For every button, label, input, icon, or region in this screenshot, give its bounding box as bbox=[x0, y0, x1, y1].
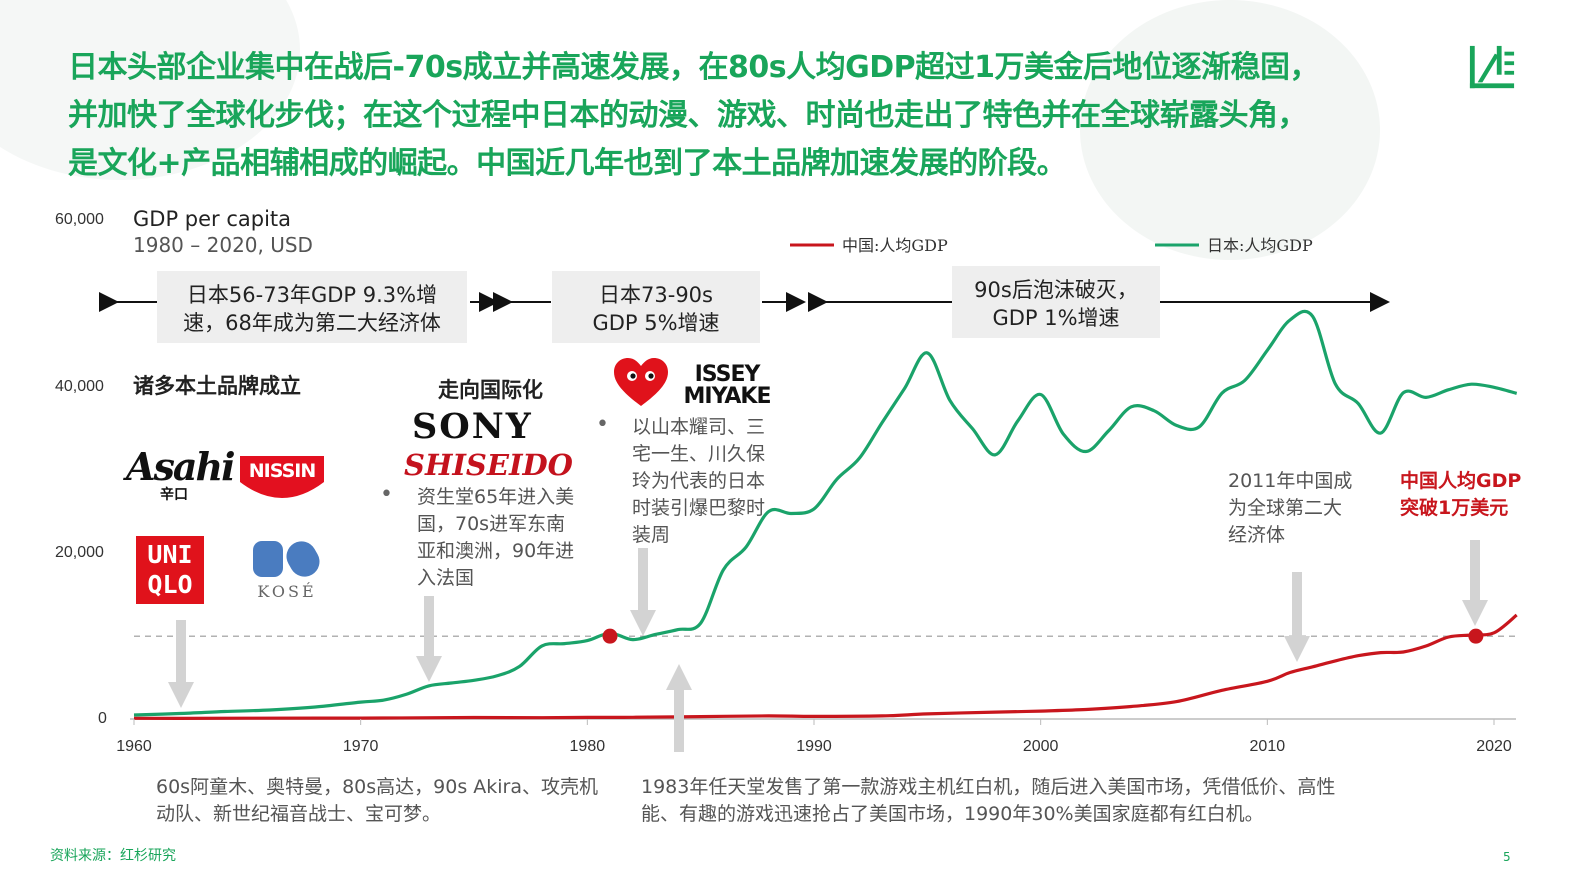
kose-wordmark: KOSÉ bbox=[257, 582, 317, 601]
y-tick-label: 20,000 bbox=[55, 544, 104, 561]
issey-wordmark-2: MIYAKE bbox=[683, 384, 771, 409]
callout-arrow-down bbox=[1462, 540, 1488, 626]
issey-wordmark-1: ISSEY bbox=[694, 362, 761, 387]
legend-label: 中国:人均GDP bbox=[842, 236, 948, 255]
heart-icon bbox=[614, 358, 668, 406]
anime-note: 60s阿童木、奥特曼，80s高达，90s Akira、攻壳机动队、新世纪福音战士… bbox=[156, 776, 599, 825]
chart-title: GDP per capita bbox=[133, 207, 292, 231]
issey-miyake-logo: ISSEY MIYAKE bbox=[682, 364, 772, 408]
source-note: 资料来源：红杉研究 bbox=[50, 848, 176, 864]
series-line-japan bbox=[133, 309, 1518, 717]
series-lines bbox=[133, 309, 1518, 720]
callout-arrow-up bbox=[666, 664, 692, 752]
china-10k-note: 中国人均GDP突破1万美元 bbox=[1400, 470, 1522, 519]
bullet: • bbox=[596, 412, 609, 437]
uniqlo-logo: UNI QLO bbox=[136, 536, 204, 604]
shiseido-logo: SHISEIDO bbox=[404, 448, 573, 482]
x-tick-label: 2020 bbox=[1476, 738, 1512, 755]
kose-mark-icon bbox=[253, 541, 320, 577]
headline-line-1: 日本头部企业集中在战后-70s成立并高速发展，在80s人均GDP超过1万美金后地… bbox=[68, 50, 1320, 85]
x-tick-label: 2000 bbox=[1023, 738, 1059, 755]
asahi-wordmark: Asahi bbox=[126, 444, 236, 489]
callout-arrows bbox=[168, 540, 1488, 752]
period-box-3: 90s后泡沫破灭，GDP 1%增速 bbox=[952, 266, 1160, 338]
headline: 日本头部企业集中在战后-70s成立并高速发展，在80s人均GDP超过1万美金后地… bbox=[68, 44, 1448, 188]
china-10k-dot bbox=[1468, 628, 1484, 644]
nissin-logo: NISSIN bbox=[238, 452, 326, 502]
bullet: • bbox=[380, 482, 393, 507]
callout-arrow-down bbox=[630, 548, 656, 636]
sequoia-logo-icon bbox=[1469, 45, 1515, 89]
x-tick-label: 1970 bbox=[343, 738, 379, 755]
callout-arrow-down bbox=[416, 596, 442, 682]
x-tick-labels: 1960 1970 1980 1990 2000 2010 2020 bbox=[116, 719, 1512, 755]
x-tick-label: 2010 bbox=[1250, 738, 1286, 755]
local-brands-label: 诸多本土品牌成立 bbox=[133, 374, 301, 398]
period-box-2: 日本73-90s GDP 5%增速 bbox=[552, 271, 760, 343]
x-tick-label: 1990 bbox=[796, 738, 832, 755]
uniqlo-bottom: QLO bbox=[147, 570, 193, 599]
internationalization-label: 走向国际化 bbox=[438, 378, 543, 402]
asahi-logo: Asahi 辛口 bbox=[126, 444, 236, 503]
nintendo-note: 1983年任天堂发售了第一款游戏主机红白机，随后进入美国市场，凭借低价、高性能、… bbox=[641, 776, 1336, 825]
page-number: 5 bbox=[1503, 850, 1511, 864]
milestone-dots bbox=[602, 628, 1484, 644]
callout-arrow-down bbox=[1284, 572, 1310, 662]
y-tick-label: 40,000 bbox=[55, 378, 104, 395]
y-tick-label: 60,000 bbox=[55, 211, 104, 228]
legend: 中国:人均GDP 日本:人均GDP bbox=[790, 236, 1313, 255]
sony-logo: SONY bbox=[412, 406, 533, 447]
x-tick-label: 1960 bbox=[116, 738, 152, 755]
japan-10k-dot bbox=[602, 628, 618, 644]
nissin-wordmark: NISSIN bbox=[248, 460, 316, 482]
legend-label: 日本:人均GDP bbox=[1207, 236, 1313, 255]
uniqlo-top: UNI bbox=[147, 540, 193, 569]
headline-line-2: 并加快了全球化步伐；在这个过程中日本的动漫、游戏、时尚也走出了特色并在全球崭露头… bbox=[68, 98, 1308, 133]
chart-subtitle: 1980 – 2020, USD bbox=[133, 233, 313, 257]
fashion-note: 以山本耀司、三宅一生、川久保玲为代表的日本时装引爆巴黎时装周 bbox=[632, 416, 766, 546]
china-2011-note: 2011年中国成为全球第二大经济体 bbox=[1228, 470, 1353, 546]
shiseido-note: 资生堂65年进入美国，70s进军东南亚和澳洲，90年进入法国 bbox=[417, 486, 575, 589]
asahi-sub: 辛口 bbox=[160, 487, 188, 503]
kose-logo: KOSÉ bbox=[250, 538, 328, 604]
nissin-badge-icon bbox=[240, 456, 324, 498]
period-box-1: 日本56-73年GDP 9.3%增速，68年成为第二大经济体 bbox=[157, 271, 467, 343]
cdg-heart-logo bbox=[612, 356, 670, 408]
headline-line-3: 是文化+产品相辅相成的崛起。中国近几年也到了本土品牌加速发展的阶段。 bbox=[68, 146, 1067, 181]
bg-circle bbox=[1080, 0, 1380, 260]
series-line-china bbox=[133, 613, 1518, 720]
x-tick-label: 1980 bbox=[570, 738, 606, 755]
y-tick-label: 0 bbox=[98, 710, 107, 727]
callout-arrow-down bbox=[168, 620, 194, 708]
